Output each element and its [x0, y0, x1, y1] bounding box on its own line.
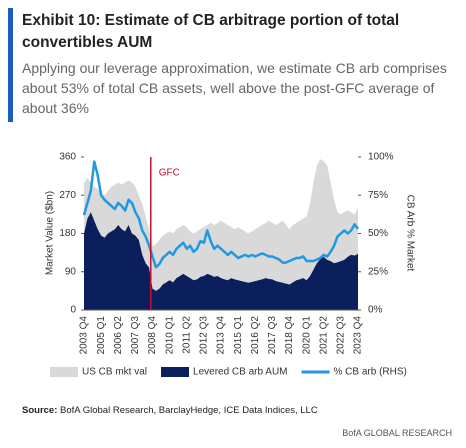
- x-tick-label: 2021 Q2: [318, 316, 329, 355]
- x-tick-label: 2011 Q2: [181, 316, 192, 354]
- x-tick-label: 2008 Q4: [147, 316, 158, 355]
- legend-label: % CB arb (RHS): [334, 367, 407, 378]
- area: [84, 212, 358, 310]
- legend-label: US CB mkt val: [82, 367, 147, 378]
- x-tick-label: 2012 Q3: [199, 316, 210, 355]
- y-tick-label: 180: [59, 228, 76, 239]
- title: Exhibit 10: Estimate of CB arbitrage por…: [22, 12, 400, 51]
- x-tick-label: 2017 Q3: [267, 316, 278, 355]
- chart: 0 90 180 270 360 0% 25% 50% 75% 100% 2003 Q4 2005 Q…: [45, 152, 416, 378]
- source: Source: BofA Global Research, BarclayHed…: [22, 405, 318, 416]
- footer: BofA GLOBAL RESEARCH: [342, 428, 452, 438]
- subtitle: Applying our leverage approximation, we …: [22, 60, 447, 116]
- y2-tick-label: 50%: [368, 228, 388, 239]
- y2-tick-label: 100%: [368, 152, 394, 163]
- y-axis-label: Market Value ($bn): [45, 191, 56, 275]
- x-tick-label: 2007 Q3: [130, 316, 141, 355]
- x-tick-label: 2018 Q4: [284, 316, 295, 355]
- y-tick-label: 360: [59, 152, 76, 163]
- accent-bar: [8, 8, 13, 122]
- x-tick-label: 2020 Q1: [301, 316, 312, 355]
- y2-tick-label: 25%: [368, 266, 388, 277]
- area: [84, 159, 358, 310]
- source-label: Source:: [22, 405, 58, 416]
- y2-tick-label: 75%: [368, 190, 388, 201]
- x-tick-label: 2005 Q1: [96, 316, 107, 355]
- line: [82, 160, 360, 269]
- x-tick-label: 2023 Q4: [353, 316, 364, 355]
- x-tick-label: 2013 Q4: [216, 316, 227, 355]
- legend-swatch: [161, 367, 190, 377]
- x-tick-label: 2010 Q1: [164, 316, 175, 355]
- x-tick-label: 2015 Q1: [233, 316, 244, 355]
- x-tick-label: 2016 Q2: [250, 316, 261, 355]
- y-tick-label: 90: [65, 266, 77, 277]
- legend-label: Levered CB arb AUM: [193, 367, 288, 378]
- annotation: GFC: [159, 168, 180, 179]
- y2-tick-label: 0%: [368, 305, 383, 316]
- x-tick-label: 2003 Q4: [79, 316, 90, 355]
- y-tick-label: 0: [70, 305, 76, 316]
- y-tick-label: 270: [59, 190, 76, 201]
- legend-swatch: [50, 367, 78, 377]
- y2-axis-label: CB Arb % Market: [404, 195, 415, 272]
- source-text: BofA Global Research, BarclayHedge, ICE …: [60, 405, 318, 416]
- x-tick-label: 2006 Q2: [113, 316, 124, 355]
- x-tick-label: 2022 Q3: [336, 316, 347, 355]
